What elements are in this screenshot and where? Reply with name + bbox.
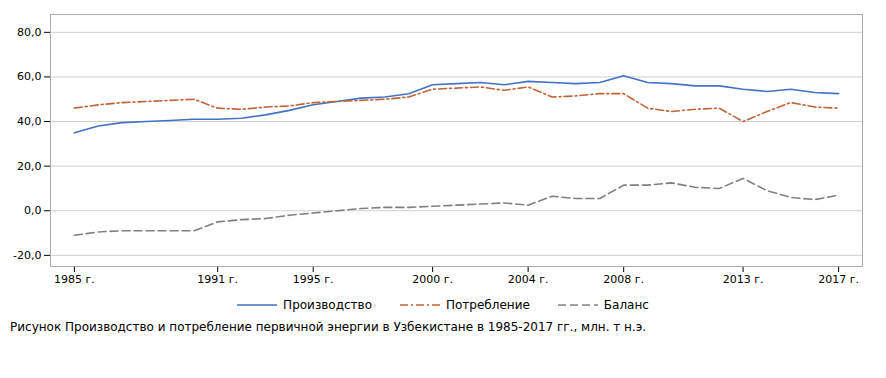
svg-text:60,0: 60,0 bbox=[17, 70, 42, 83]
html-text:Баланс: Баланс bbox=[603, 298, 649, 312]
svg-text:20,0: 20,0 bbox=[17, 160, 42, 173]
svg-text:2004 г.: 2004 г. bbox=[508, 273, 549, 286]
svg-text:40,0: 40,0 bbox=[17, 115, 42, 128]
svg-text:80,0: 80,0 bbox=[17, 26, 42, 39]
html-text:Рисунок Производство и потребл: Рисунок Производство и потребление перви… bbox=[10, 320, 647, 334]
svg-text:1985 г.: 1985 г. bbox=[54, 273, 95, 286]
svg-text:-20,0: -20,0 bbox=[13, 249, 41, 262]
svg-text:2000 г.: 2000 г. bbox=[412, 273, 453, 286]
svg-text:2013 г.: 2013 г. bbox=[723, 273, 764, 286]
html-text:Потребление: Потребление bbox=[446, 298, 530, 312]
svg-text:1995 г.: 1995 г. bbox=[293, 273, 334, 286]
svg-text:0,0: 0,0 bbox=[24, 204, 42, 217]
html-text:Производство: Производство bbox=[283, 298, 372, 312]
svg-text:2008 г.: 2008 г. bbox=[603, 273, 644, 286]
svg-text:2017 г.: 2017 г. bbox=[818, 273, 859, 286]
svg-text:1991 г.: 1991 г. bbox=[197, 273, 238, 286]
